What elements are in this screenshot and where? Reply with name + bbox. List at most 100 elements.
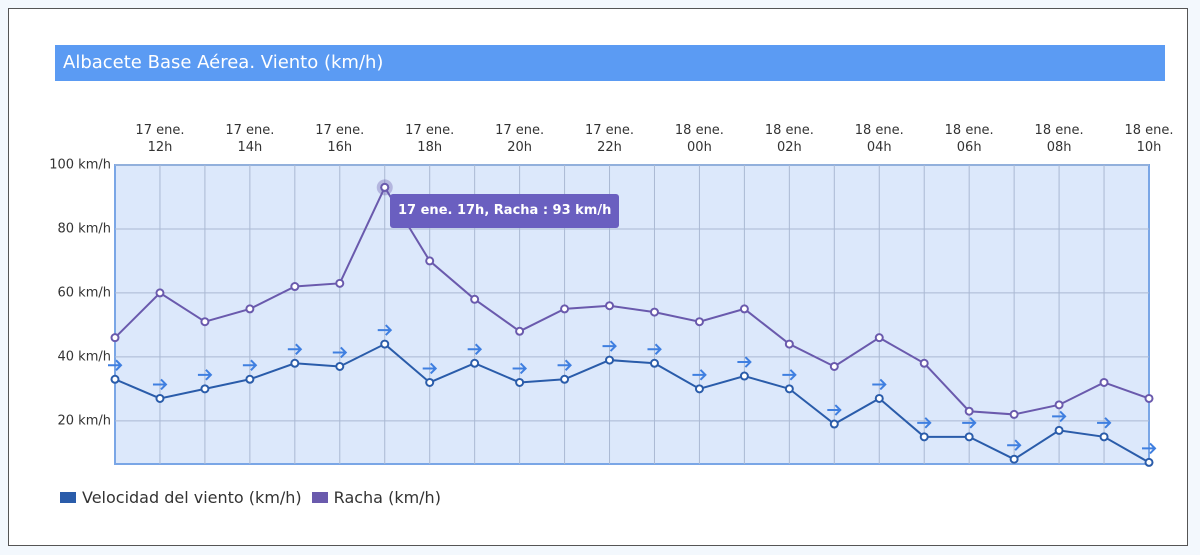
legend-item: Racha (km/h): [311, 488, 441, 507]
series-line: [114, 185, 1150, 416]
data-point: [155, 288, 165, 298]
data-point: [605, 355, 615, 365]
data-point: [290, 358, 300, 368]
wind-arrow-shape: [557, 359, 572, 371]
x-tick-label: 17 ene. 12h: [135, 123, 185, 155]
wind-arrow-shape: [1142, 442, 1157, 455]
wind-arrow-shape: [108, 359, 123, 371]
data-point: [200, 384, 210, 394]
y-tick-label: 40 km/h: [58, 349, 112, 364]
data-point: [649, 307, 659, 317]
wind-arrow: [647, 343, 662, 355]
x-tick-label: 18 ene. 04h: [854, 123, 904, 155]
wind-arrow-shape: [737, 356, 752, 368]
wind-arrow-shape: [782, 369, 797, 381]
wind-arrow-shape: [872, 378, 887, 391]
data-point: [1054, 400, 1064, 410]
data-point: [560, 304, 570, 314]
wind-arrow: [962, 417, 977, 429]
wind-arrow-shape: [1052, 410, 1067, 423]
wind-arrow: [602, 340, 617, 352]
wind-arrow-shape: [467, 343, 483, 355]
wind-arrow: [152, 378, 168, 391]
data-point: [1099, 432, 1109, 442]
wind-arrow: [512, 362, 528, 375]
data-point: [245, 304, 255, 314]
data-point: [874, 393, 884, 403]
data-point: [1144, 393, 1154, 403]
wind-arrow-shape: [242, 359, 258, 371]
data-point: [784, 384, 794, 394]
x-tick-label: 17 ene. 18h: [405, 123, 455, 155]
data-point: [829, 419, 839, 429]
data-point: [380, 339, 390, 349]
data-point: [335, 361, 345, 371]
wind-arrow-shape: [197, 369, 213, 381]
data-point: [335, 278, 345, 288]
y-tick-label: 60 km/h: [58, 285, 112, 300]
wind-arrow: [332, 346, 348, 359]
wind-arrow: [1097, 417, 1112, 429]
x-tick-label: 18 ene. 02h: [764, 123, 814, 155]
data-point: [425, 377, 435, 387]
data-point: [919, 432, 929, 442]
wind-arrow: [1007, 439, 1022, 451]
wind-arrow-shape: [602, 340, 617, 352]
wind-arrow: [917, 417, 932, 429]
highlight-point: [380, 182, 390, 192]
wind-arrow: [242, 359, 258, 371]
series-line: [114, 342, 1150, 464]
wind-arrow: [422, 362, 438, 375]
legend-swatch: [60, 492, 76, 503]
data-point: [515, 377, 525, 387]
data-point: [425, 256, 435, 266]
data-point: [290, 282, 300, 292]
x-tick-label: 17 ene. 22h: [584, 123, 635, 155]
wind-arrow: [782, 369, 797, 381]
data-point: [784, 339, 794, 349]
chart-title: Albacete Base Aérea. Viento (km/h): [55, 45, 1165, 81]
y-tick-label: 80 km/h: [58, 221, 112, 236]
data-point: [470, 358, 480, 368]
wind-arrow: [197, 369, 213, 381]
x-tick-label: 17 ene. 16h: [315, 123, 365, 155]
x-tick-label: 17 ene. 20h: [495, 123, 545, 155]
wind-arrow: [872, 378, 887, 391]
plot-area: [114, 164, 1150, 465]
data-point: [470, 294, 480, 304]
data-point: [515, 326, 525, 336]
wind-arrow: [1052, 410, 1067, 423]
wind-arrow: [737, 356, 752, 368]
data-point: [739, 371, 749, 381]
data-point: [560, 374, 570, 384]
data-point: [1009, 454, 1019, 464]
wind-arrow: [377, 324, 393, 336]
wind-arrow-shape: [827, 404, 842, 416]
x-tick-label: 18 ene. 06h: [944, 123, 994, 155]
data-point: [1144, 457, 1154, 467]
data-point: [110, 333, 120, 343]
legend-item: Velocidad del viento (km/h): [60, 488, 302, 507]
wind-arrow-shape: [1007, 439, 1022, 451]
wind-arrow-shape: [917, 417, 932, 429]
y-tick-label: 100 km/h: [49, 158, 111, 173]
wind-arrow-shape: [152, 378, 168, 391]
data-point: [964, 432, 974, 442]
y-tick-label: 20 km/h: [58, 413, 112, 428]
wind-arrow-shape: [1097, 417, 1112, 429]
tooltip: 17 ene. 17h, Racha : 93 km/h: [390, 194, 620, 228]
data-point: [1009, 409, 1019, 419]
data-point: [874, 333, 884, 343]
legend-label: Racha (km/h): [333, 488, 441, 507]
wind-arrow-shape: [287, 343, 303, 355]
wind-arrow-shape: [377, 324, 393, 336]
wind-arrow-shape: [962, 417, 977, 429]
data-point: [694, 317, 704, 327]
legend: Velocidad del viento (km/h) Racha (km/h): [60, 488, 441, 507]
wind-arrow-shape: [692, 369, 707, 381]
wind-arrow-shape: [647, 343, 662, 355]
data-point: [110, 374, 120, 384]
wind-arrow: [1142, 442, 1157, 455]
